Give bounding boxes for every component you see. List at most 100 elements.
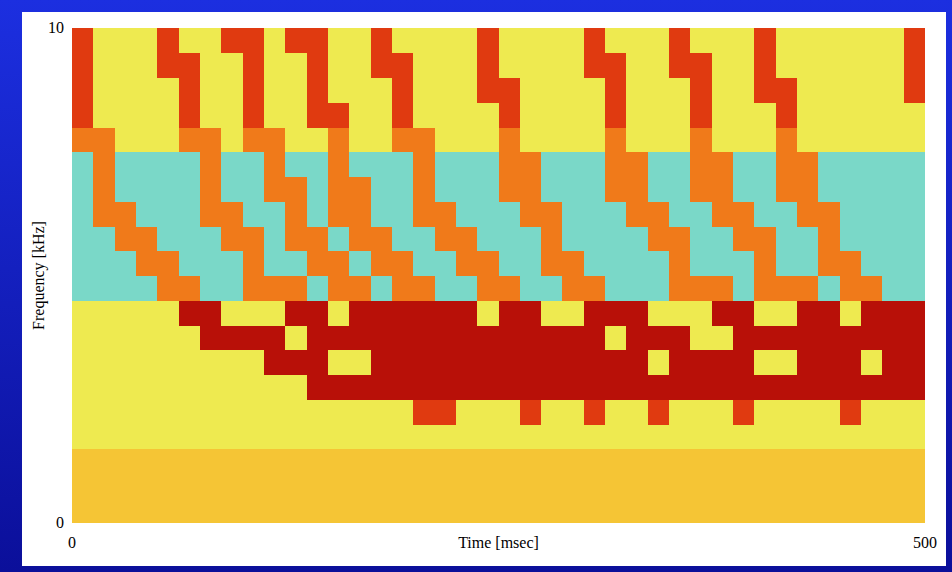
cell xyxy=(882,449,904,474)
cell xyxy=(413,325,435,350)
cell xyxy=(733,300,755,325)
cell xyxy=(285,28,307,53)
cell xyxy=(264,53,286,78)
cell xyxy=(93,201,115,226)
cell xyxy=(307,28,329,53)
cell xyxy=(456,325,478,350)
cell xyxy=(392,78,414,103)
cell xyxy=(221,325,243,350)
cell xyxy=(349,53,371,78)
cell xyxy=(776,325,798,350)
cell xyxy=(520,177,542,202)
cell xyxy=(499,474,521,499)
cell xyxy=(605,424,627,449)
cell xyxy=(328,201,350,226)
cell xyxy=(72,325,94,350)
cell xyxy=(371,399,393,424)
cell xyxy=(179,276,201,301)
cell xyxy=(499,449,521,474)
cell xyxy=(562,251,584,276)
cell xyxy=(499,251,521,276)
cell xyxy=(754,127,776,152)
cell xyxy=(136,375,158,400)
cell xyxy=(413,399,435,424)
cell xyxy=(818,375,840,400)
cell xyxy=(349,399,371,424)
cell xyxy=(285,276,307,301)
cell xyxy=(690,325,712,350)
cell xyxy=(669,300,691,325)
cell xyxy=(115,177,137,202)
cell xyxy=(93,399,115,424)
cell xyxy=(307,424,329,449)
cell xyxy=(221,53,243,78)
cell xyxy=(626,226,648,251)
cell xyxy=(157,350,179,375)
cell xyxy=(371,474,393,499)
cell xyxy=(882,201,904,226)
cell xyxy=(861,399,883,424)
cell xyxy=(349,325,371,350)
cell xyxy=(349,102,371,127)
cell xyxy=(392,375,414,400)
cell xyxy=(221,152,243,177)
cell xyxy=(605,474,627,499)
cell xyxy=(328,449,350,474)
cell xyxy=(307,498,329,523)
cell xyxy=(861,102,883,127)
cell xyxy=(882,300,904,325)
cell xyxy=(371,53,393,78)
cell xyxy=(904,102,925,127)
cell xyxy=(584,424,606,449)
cell xyxy=(648,325,670,350)
cell xyxy=(712,449,734,474)
cell xyxy=(840,78,862,103)
cell xyxy=(562,498,584,523)
cell xyxy=(669,350,691,375)
cell xyxy=(797,152,819,177)
cell xyxy=(904,449,925,474)
cell xyxy=(221,474,243,499)
cell xyxy=(72,399,94,424)
cell xyxy=(669,251,691,276)
cell xyxy=(371,28,393,53)
cell xyxy=(115,53,137,78)
cell xyxy=(179,350,201,375)
cell xyxy=(456,474,478,499)
cell xyxy=(115,474,137,499)
cell xyxy=(840,375,862,400)
cell xyxy=(840,226,862,251)
cell xyxy=(157,53,179,78)
cell xyxy=(477,474,499,499)
cell xyxy=(776,424,798,449)
cell xyxy=(562,201,584,226)
cell xyxy=(562,78,584,103)
cell xyxy=(221,399,243,424)
cell xyxy=(413,152,435,177)
cell xyxy=(221,498,243,523)
cell xyxy=(200,449,222,474)
cell xyxy=(520,127,542,152)
cell xyxy=(882,226,904,251)
cell xyxy=(435,350,457,375)
cell xyxy=(562,474,584,499)
cell xyxy=(562,375,584,400)
cell xyxy=(605,300,627,325)
cell xyxy=(200,474,222,499)
cell xyxy=(456,449,478,474)
cell xyxy=(264,78,286,103)
cell xyxy=(712,102,734,127)
cell xyxy=(861,78,883,103)
cell xyxy=(690,449,712,474)
cell xyxy=(200,276,222,301)
cell xyxy=(392,226,414,251)
cell xyxy=(882,127,904,152)
x-axis-title: Time [msec] xyxy=(458,534,539,551)
cell xyxy=(776,399,798,424)
cell xyxy=(754,177,776,202)
cell xyxy=(221,102,243,127)
cell xyxy=(371,375,393,400)
cell xyxy=(307,152,329,177)
cell xyxy=(157,28,179,53)
cell xyxy=(307,300,329,325)
